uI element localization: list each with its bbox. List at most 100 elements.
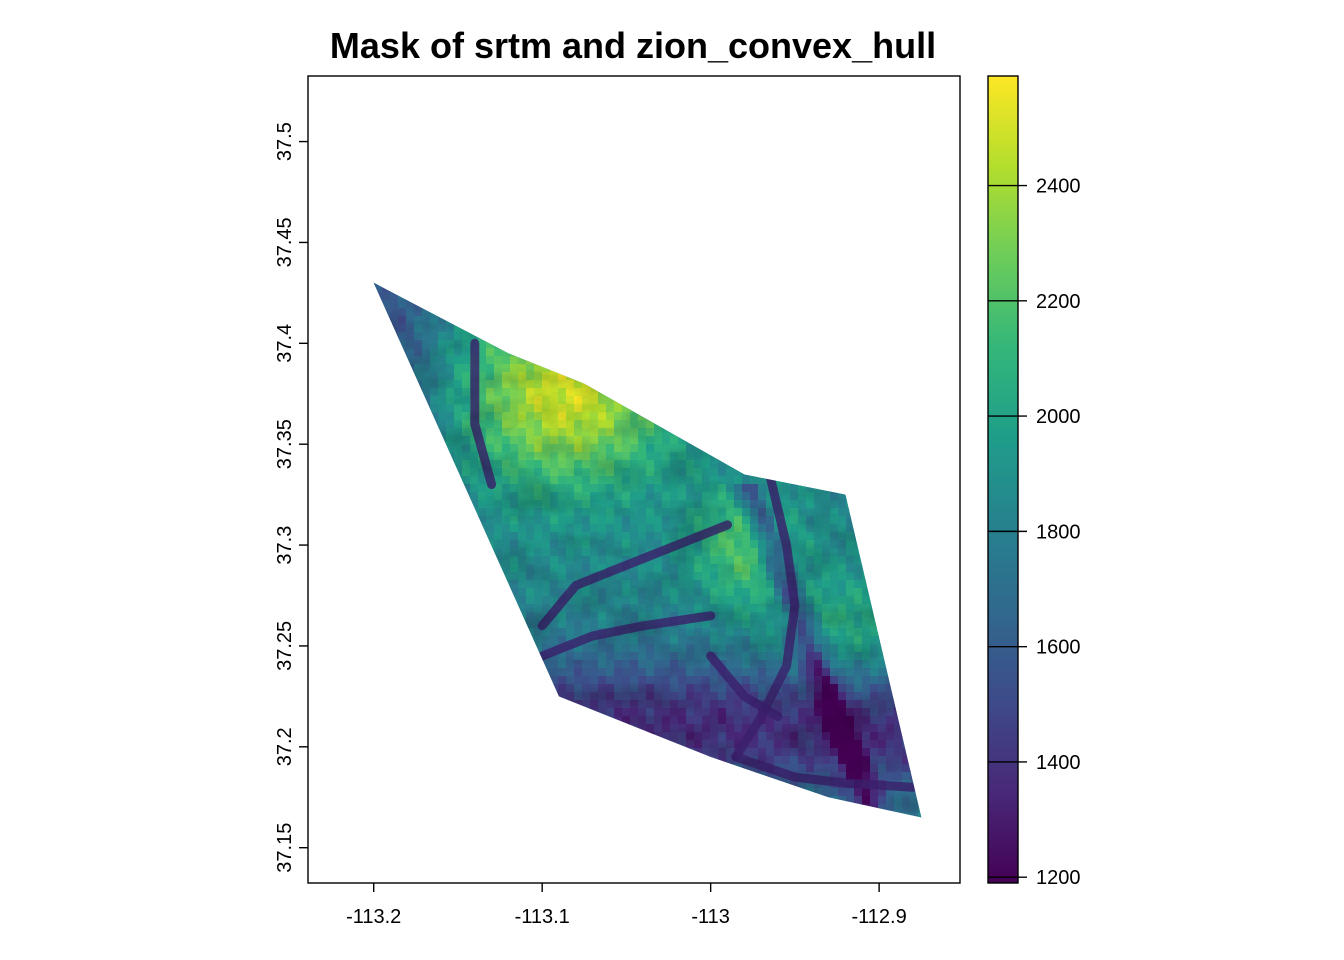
raster-cell [654,740,663,749]
raster-cell [373,484,375,493]
raster-cell [374,468,383,477]
raster-cell [374,348,383,357]
raster-cell [750,380,759,389]
raster-cell [526,308,535,317]
raster-cell [390,644,399,653]
raster-cell [430,604,439,613]
raster-cell [358,628,367,637]
raster-cell [870,580,879,589]
raster-cell [766,420,775,429]
raster-cell [646,396,655,405]
raster-cell [502,692,511,701]
raster-cell [678,340,687,349]
raster-cell [902,580,911,589]
raster-cell [902,500,911,509]
raster-cell [502,282,511,285]
raster-cell [558,708,567,717]
raster-cell [798,460,807,469]
raster-cell [750,252,759,261]
raster-cell [430,268,439,277]
raster-cell [534,724,543,733]
raster-cell [358,380,367,389]
raster-cell [678,252,687,261]
raster-cell [678,236,687,245]
raster-cell [886,660,895,669]
raster-cell [390,244,399,253]
raster-cell [390,468,399,477]
raster-cell [822,388,831,397]
raster-cell [614,724,623,733]
raster-cell [678,316,687,325]
raster-cell [398,388,407,397]
raster-cell [454,316,463,325]
raster-cell [574,236,583,245]
raster-cell [894,420,903,429]
raster-cell [622,260,631,269]
raster-cell [654,236,663,245]
raster-cell [894,572,903,581]
raster-cell [798,260,807,269]
raster-cell [478,732,487,741]
raster-cell [438,692,447,701]
raster-cell [726,284,735,293]
raster-cell [422,748,431,757]
raster-cell [558,332,567,341]
raster-cell [406,268,415,277]
raster-cell [638,300,647,309]
raster-cell [358,484,367,493]
raster-cell [830,420,839,429]
raster-cell [350,292,359,301]
raster-cell [886,556,895,565]
raster-cell [694,244,703,253]
raster-cell [406,244,415,253]
raster-cell [373,580,375,589]
raster-cell [486,572,495,581]
raster-cell [486,660,495,669]
raster-cell [438,756,447,765]
raster-cell [654,316,663,325]
raster-cell [430,540,439,549]
raster-cell [846,236,855,245]
raster-cell [838,444,847,453]
raster-cell [750,388,759,397]
raster-cell [774,388,783,397]
raster-cell [814,348,823,357]
raster-cell [358,764,367,773]
raster-cell [710,428,719,437]
raster-cell [918,716,922,725]
raster-cell [926,372,935,381]
raster-cell [566,772,575,781]
raster-cell [430,652,439,661]
raster-cell [598,372,607,381]
raster-cell [710,282,719,285]
raster-cell [902,476,911,485]
raster-cell [414,396,423,405]
raster-cell [438,764,447,773]
raster-cell [398,580,407,589]
raster-cell [694,348,703,357]
raster-cell [686,284,695,293]
raster-cell [478,668,487,677]
raster-cell [766,460,775,469]
raster-cell [406,476,415,485]
raster-cell [534,748,543,757]
raster-cell [590,292,599,301]
raster-cell [918,628,922,637]
raster-cell [446,724,455,733]
raster-cell [534,324,543,333]
raster-cell [350,628,359,637]
raster-cell [790,428,799,437]
raster-cell [590,348,599,357]
raster-cell [454,668,463,677]
raster-cell [902,356,911,365]
raster-cell [550,236,559,245]
raster-cell [470,324,479,333]
raster-cell [518,756,527,765]
raster-cell [373,724,375,733]
raster-cell [862,476,871,485]
raster-cell [446,500,455,509]
raster-cell [558,700,567,709]
raster-cell [373,300,375,309]
raster-cell [694,236,703,245]
raster-cell [382,764,391,773]
